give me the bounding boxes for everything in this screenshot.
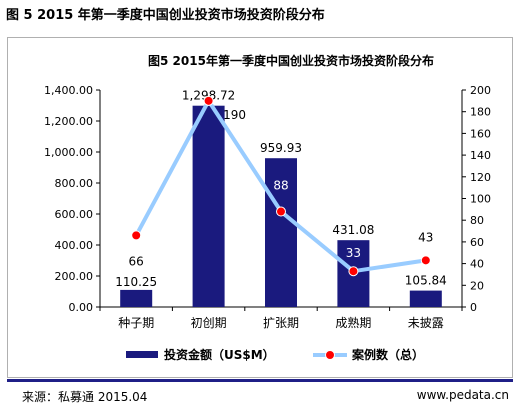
y-right-tick-label: 140 <box>470 149 491 162</box>
line-point <box>203 95 214 106</box>
y-left-tick-label: 1,200.00 <box>44 115 93 128</box>
y-right-tick-label: 180 <box>470 106 491 119</box>
y-left-tick-label: 1,400.00 <box>44 84 93 97</box>
bar <box>409 290 442 307</box>
y-left-tick-label: 0.00 <box>69 301 94 314</box>
y-left-tick-label: 400.00 <box>55 239 94 252</box>
y-right-tick-label: 200 <box>470 84 491 97</box>
chart-frame: 图5 2015年第一季度中国创业投资市场投资阶段分布 0.00 200.00 400.… <box>7 37 513 378</box>
bar <box>192 105 225 308</box>
chart-title: 图5 2015年第一季度中国创业投资市场投资阶段分布 <box>148 53 434 68</box>
bar-value-label: 105.84 <box>405 274 447 288</box>
bar-value-label: 110.25 <box>115 275 157 289</box>
footer-rule <box>7 379 513 382</box>
x-tick-label: 成熟期 <box>335 315 371 330</box>
x-tick-label: 初创期 <box>191 316 227 330</box>
source-url: www.pedata.cn <box>416 388 509 402</box>
chart-svg: 图5 2015年第一季度中国创业投资市场投资阶段分布 0.00 200.00 400.… <box>44 53 491 362</box>
y-left-tick-label: 800.00 <box>55 177 94 190</box>
y-right-tick-label: 100 <box>470 193 491 206</box>
line-value-label: 88 <box>273 179 288 193</box>
bar <box>265 158 297 307</box>
figure-title: 图 5 2015 年第一季度中国创业投资市场投资阶段分布 <box>6 8 325 23</box>
legend-line-label: 案例数（总） <box>351 347 424 362</box>
legend-bar-label: 投资金额（US$M） <box>164 347 275 362</box>
legend-line-marker <box>325 350 335 360</box>
line-value-label: 33 <box>346 246 361 260</box>
line-point <box>348 266 359 277</box>
line-point <box>420 255 431 266</box>
y-right-tick-label: 80 <box>470 214 484 227</box>
bar-value-label: 1,298.72 <box>182 89 235 103</box>
y-right-tick-label: 20 <box>470 279 484 292</box>
x-tick-label: 扩张期 <box>263 316 299 330</box>
x-tick-label: 种子期 <box>118 316 154 330</box>
line-value-label: 43 <box>418 230 433 244</box>
line-point <box>276 206 286 217</box>
y-right-tick-label: 60 <box>470 236 484 249</box>
line-value-label: 190 <box>223 108 246 122</box>
y-right-tick-label: 120 <box>470 171 491 184</box>
y-left-tick-label: 600.00 <box>55 208 94 221</box>
y-right-tick-label: 0 <box>470 301 477 314</box>
legend-bar-swatch <box>126 351 158 358</box>
y-left-tick-label: 200.00 <box>55 270 94 283</box>
line-point <box>131 230 142 241</box>
y-right-tick-label: 160 <box>470 127 491 140</box>
y-right-tick-label: 40 <box>470 258 484 271</box>
line-value-label: 66 <box>129 254 144 268</box>
x-tick-label: 未披露 <box>408 316 444 330</box>
bar-value-label: 959.93 <box>260 141 302 155</box>
source-note: 来源：私募通 2015.04 <box>22 390 148 404</box>
y-left-tick-label: 1,000.00 <box>44 146 93 159</box>
bar <box>120 289 153 307</box>
bar-value-label: 431.08 <box>332 223 374 237</box>
